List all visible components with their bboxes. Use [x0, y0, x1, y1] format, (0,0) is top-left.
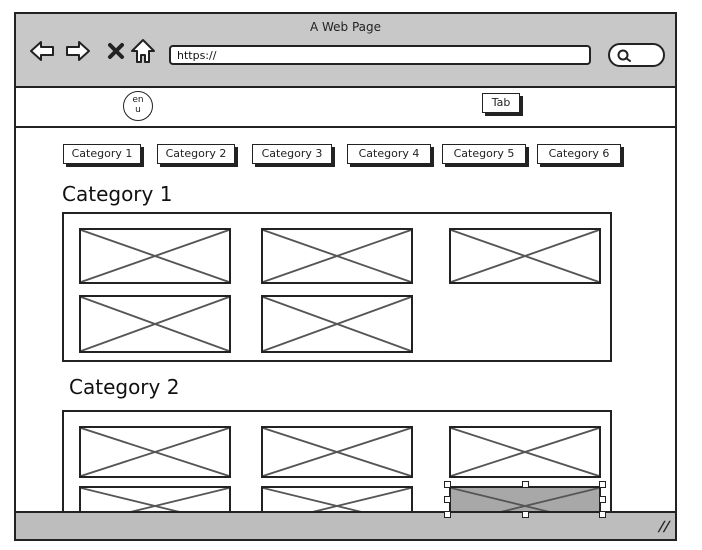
category-button-3[interactable]: Category 3: [252, 144, 332, 164]
selection-handle[interactable]: [444, 481, 451, 488]
arrow-left-icon: [30, 41, 54, 61]
image-placeholder[interactable]: [449, 228, 601, 284]
selection-handle[interactable]: [599, 496, 606, 503]
category-button-4[interactable]: Category 4: [347, 144, 431, 164]
language-selector[interactable]: en u: [123, 91, 153, 121]
tab-button[interactable]: Tab: [482, 93, 520, 113]
browser-window: A Web Page https://: [14, 12, 677, 541]
browser-toolbar: A Web Page https://: [16, 14, 675, 88]
category-button-6[interactable]: Category 6: [537, 144, 621, 164]
image-placeholder[interactable]: [261, 295, 413, 353]
image-placeholder[interactable]: [261, 228, 413, 284]
selection-handle[interactable]: [522, 481, 529, 488]
language-code: en: [132, 95, 144, 105]
category-button-2[interactable]: Category 2: [157, 144, 235, 164]
image-gallery-1: [62, 212, 612, 362]
selection-handle[interactable]: [444, 511, 451, 518]
resize-grip-icon[interactable]: //: [656, 519, 672, 535]
category-button-1[interactable]: Category 1: [63, 144, 141, 164]
arrow-right-icon: [66, 41, 90, 61]
image-placeholder[interactable]: [261, 426, 413, 478]
image-placeholder[interactable]: [449, 426, 601, 478]
image-placeholder[interactable]: [79, 228, 231, 284]
language-code-suffix: u: [135, 105, 141, 115]
image-placeholder[interactable]: [79, 295, 231, 353]
back-button[interactable]: [28, 38, 56, 64]
search-button[interactable]: [608, 43, 665, 67]
selection-handle[interactable]: [599, 481, 606, 488]
selection-handle[interactable]: [444, 496, 451, 503]
home-button[interactable]: [129, 38, 157, 64]
status-bar: //: [16, 511, 675, 539]
url-input[interactable]: https://: [169, 45, 591, 65]
image-placeholder[interactable]: [79, 426, 231, 478]
home-icon: [131, 39, 155, 63]
category-button-5[interactable]: Category 5: [442, 144, 526, 164]
site-header: en u Tab: [16, 88, 675, 128]
stop-button[interactable]: [102, 38, 130, 64]
search-icon: [617, 49, 631, 62]
selection-handle[interactable]: [599, 511, 606, 518]
section-title-1: Category 1: [62, 182, 173, 206]
window-title: A Web Page: [309, 20, 382, 34]
section-title-2: Category 2: [69, 375, 180, 399]
x-icon: [108, 43, 124, 59]
selection-handle[interactable]: [522, 511, 529, 518]
forward-button[interactable]: [64, 38, 92, 64]
